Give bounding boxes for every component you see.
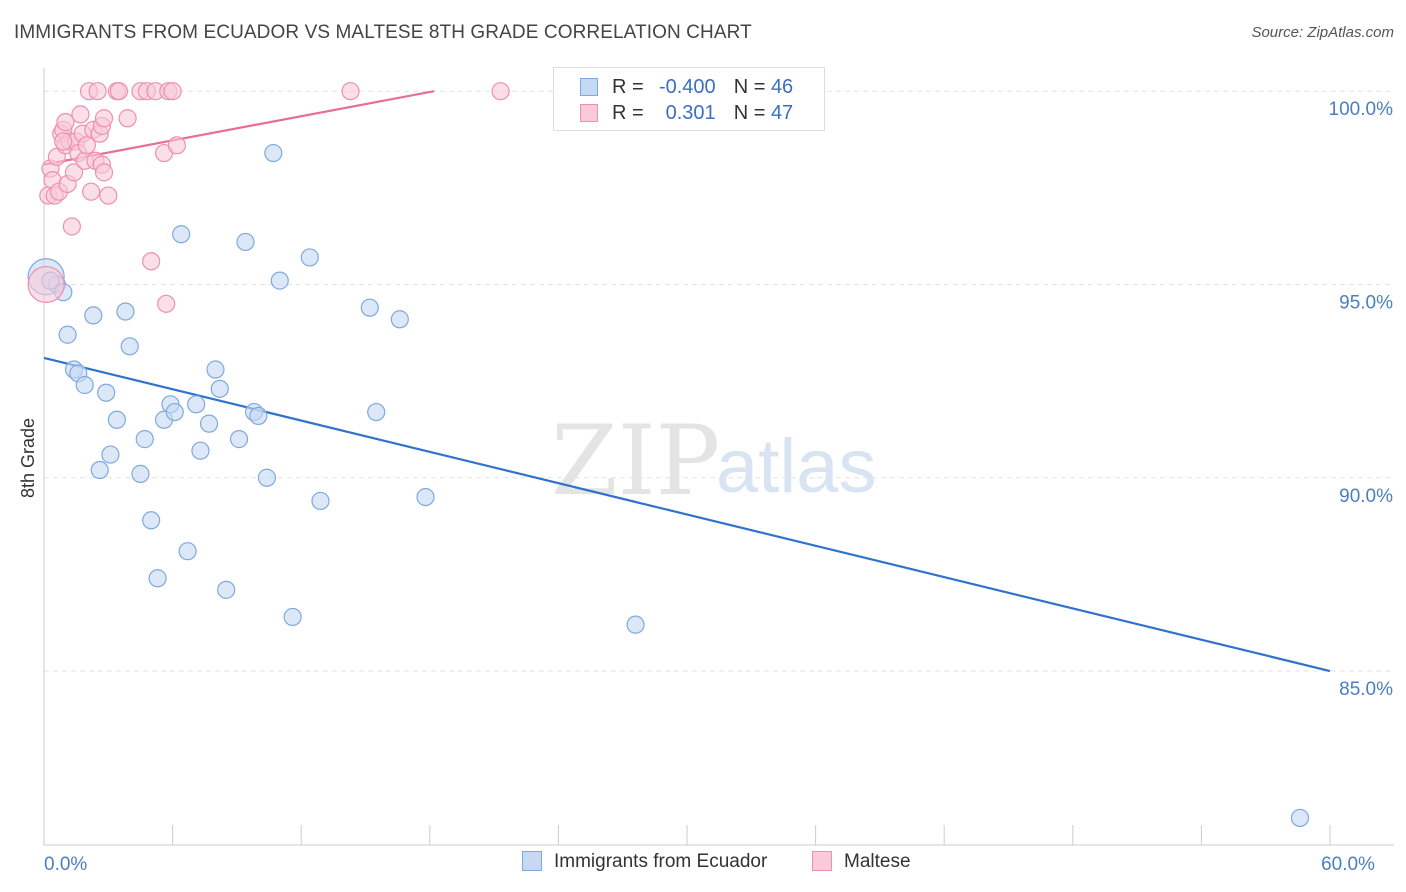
y-axis-label: 8th Grade: [18, 418, 38, 498]
ecuador-point-25: [199, 414, 219, 433]
ecuador-point-34: [264, 143, 283, 163]
data-points: [27, 82, 1310, 828]
y-tick-label-2: 90.0%: [1339, 486, 1393, 507]
maltese-point-34: [118, 109, 137, 128]
maltese-point-0: [27, 265, 65, 304]
maltese-point-37: [142, 252, 161, 271]
maltese-trend-line: [43, 90, 435, 166]
ecuador-point-35: [270, 271, 289, 290]
x-tick-label-1: 60.0%: [1321, 854, 1375, 875]
trend-lines: [43, 90, 1331, 673]
legend-row-ecuador: R = -0.400 N = 46: [580, 76, 793, 102]
ecuador-point-3: [58, 325, 77, 344]
ecuador-point-22: [178, 542, 197, 561]
ecuador-point-11: [107, 410, 126, 429]
maltese-point-40: [157, 294, 176, 313]
watermark-atlas: atlas: [716, 424, 877, 509]
series-legend-maltese: Maltese: [812, 851, 911, 873]
legend-n-value: 47: [770, 102, 794, 124]
maltese-point-17: [71, 105, 90, 124]
legend-r-label: R =: [612, 76, 644, 98]
ecuador-point-37: [300, 248, 319, 267]
legend-row-maltese: R = 0.301 N = 47: [580, 102, 793, 128]
ecuador-point-12: [116, 302, 135, 321]
chart-title: IMMIGRANTS FROM ECUADOR VS MALTESE 8TH G…: [14, 22, 752, 43]
ecuador-point-27: [210, 379, 229, 398]
maltese-point-46: [54, 132, 73, 151]
ecuador-point-9: [101, 445, 120, 464]
y-tick-label-3: 85.0%: [1339, 679, 1393, 700]
ecuador-point-41: [390, 310, 409, 329]
maltese-point-42: [163, 82, 182, 101]
ecuador-point-20: [165, 402, 184, 422]
source-label: Source: ZipAtlas.com: [1251, 24, 1394, 41]
ecuador-point-6: [75, 375, 94, 395]
maltese-point-10: [56, 113, 75, 132]
maltese-point-33: [109, 82, 129, 101]
ecuador-point-39: [360, 298, 379, 317]
maltese-point-44: [341, 82, 360, 101]
ecuador-point-33: [257, 468, 277, 487]
legend-n-label: N =: [733, 102, 766, 124]
maltese-point-43: [167, 136, 186, 155]
ecuador-point-36: [283, 607, 302, 627]
ecuador-point-44: [1290, 808, 1310, 828]
ecuador-point-29: [229, 430, 249, 449]
watermark-zip: ZIP: [551, 405, 720, 517]
x-ticks: [172, 825, 1331, 845]
ecuador-point-10: [90, 460, 109, 480]
legend-swatch-blue: [580, 78, 598, 96]
legend-swatch-pink: [580, 104, 598, 122]
ecuador-point-43: [626, 615, 645, 634]
ecuador-point-32: [249, 406, 268, 426]
ecuador-point-17: [148, 569, 167, 588]
series-label-ecuador: Immigrants from Ecuador: [554, 851, 768, 872]
ecuador-point-38: [311, 491, 330, 511]
ecuador-point-21: [172, 225, 191, 244]
ecuador-point-23: [187, 395, 206, 414]
legend-r-value: 0.301: [665, 102, 716, 124]
legend-r-label: R =: [612, 102, 644, 124]
ecuador-point-28: [217, 580, 236, 599]
y-tick-labels: 100.0% 95.0% 90.0% 85.0%: [1329, 99, 1394, 700]
maltese-point-45: [491, 82, 510, 101]
ecuador-point-24: [191, 441, 210, 460]
ecuador-point-14: [131, 464, 150, 483]
x-tick-label-0: 0.0%: [44, 854, 87, 875]
maltese-point-13: [62, 217, 81, 236]
y-tick-label-1: 95.0%: [1339, 292, 1393, 313]
ecuador-point-26: [206, 360, 225, 379]
maltese-point-22: [82, 182, 101, 201]
series-swatch-blue: [522, 851, 542, 871]
legend-n-label: N =: [733, 76, 766, 98]
ecuador-point-15: [135, 430, 154, 449]
ecuador-point-42: [416, 487, 435, 507]
ecuador-point-40: [367, 402, 386, 422]
watermark: ZIP atlas: [551, 405, 877, 517]
x-tick-labels: 0.0% 60.0%: [44, 854, 1375, 875]
ecuador-point-13: [120, 337, 139, 356]
ecuador-point-30: [236, 232, 255, 252]
series-swatch-pink: [812, 851, 832, 871]
series-label-maltese: Maltese: [844, 851, 911, 872]
ecuador-point-16: [142, 511, 161, 530]
maltese-point-30: [94, 109, 114, 128]
ecuador-point-8: [97, 383, 116, 402]
series-legend-ecuador: Immigrants from Ecuador: [522, 851, 767, 873]
legend-n-value: 46: [770, 76, 794, 98]
stats-legend: R = -0.400 N = 46 R = 0.301 N = 47: [553, 67, 825, 131]
grid-lines: [44, 90, 1394, 672]
maltese-point-25: [88, 82, 107, 101]
maltese-point-31: [99, 186, 118, 205]
maltese-point-14: [64, 163, 84, 182]
maltese-point-29: [94, 163, 114, 182]
legend-r-value: -0.400: [658, 76, 716, 98]
y-tick-label-0: 100.0%: [1329, 99, 1394, 120]
ecuador-point-7: [84, 306, 103, 325]
maltese-point-20: [77, 136, 96, 155]
